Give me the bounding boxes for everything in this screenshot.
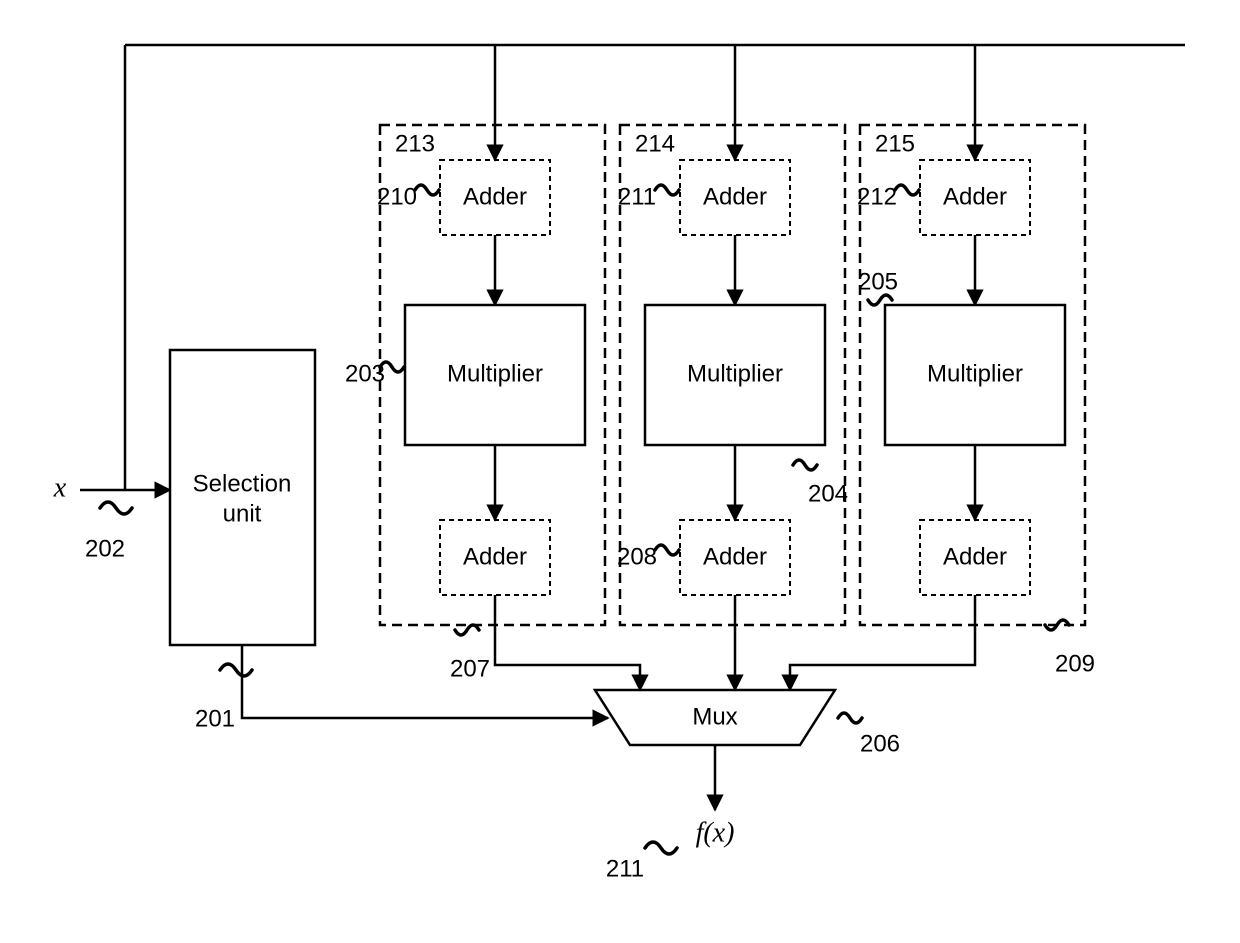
tilde-210 xyxy=(415,185,439,195)
tilde-205 xyxy=(868,295,892,305)
ref-215: 215 xyxy=(875,130,915,157)
ref-214: 214 xyxy=(635,130,675,157)
adder-212-label: Adder xyxy=(943,183,1007,210)
output-fx-label: f(x) xyxy=(696,817,735,848)
ref-210: 210 xyxy=(377,183,417,210)
multiplier-203-label: Multiplier xyxy=(447,360,543,387)
tilde-202 xyxy=(100,502,132,514)
adder-209-label: Adder xyxy=(943,543,1007,570)
tilde-212 xyxy=(895,185,919,195)
tilde-211-out xyxy=(645,842,677,854)
selection-unit-label-2: unit xyxy=(223,500,262,527)
tilde-206 xyxy=(838,713,862,723)
multiplier-204-label: Multiplier xyxy=(687,360,783,387)
tilde-208 xyxy=(655,545,679,555)
tilde-207 xyxy=(455,625,479,635)
tilde-201 xyxy=(220,664,252,676)
multiplier-205-label: Multiplier xyxy=(927,360,1023,387)
block-diagram: x Selection unit Adder Multiplier Adder … xyxy=(0,0,1240,943)
ref-205: 205 xyxy=(858,268,898,295)
ref-207: 207 xyxy=(450,655,490,682)
mux-label: Mux xyxy=(692,703,737,730)
ref-211: 211 xyxy=(618,183,656,210)
ref-208: 208 xyxy=(617,543,657,570)
input-x-label: x xyxy=(53,472,67,503)
adder-211-label: Adder xyxy=(703,183,767,210)
ref-201: 201 xyxy=(195,705,235,732)
wire-207-to-mux xyxy=(495,595,640,690)
tilde-204 xyxy=(793,460,817,470)
ref-212: 212 xyxy=(857,183,897,210)
adder-210-label: Adder xyxy=(463,183,527,210)
wire-209-to-mux xyxy=(790,595,975,690)
ref-206: 206 xyxy=(860,730,900,757)
selection-unit-box xyxy=(170,350,315,645)
ref-202: 202 xyxy=(85,535,125,562)
ref-209: 209 xyxy=(1055,650,1095,677)
ref-203: 203 xyxy=(345,360,385,387)
ref-211-out: 211 xyxy=(606,855,644,882)
wire-selection-to-mux xyxy=(242,645,608,718)
ref-213: 213 xyxy=(395,130,435,157)
adder-208-label: Adder xyxy=(703,543,767,570)
tilde-211 xyxy=(655,185,679,195)
ref-204: 204 xyxy=(808,480,848,507)
adder-207-label: Adder xyxy=(463,543,527,570)
selection-unit-label-1: Selection xyxy=(193,470,292,497)
